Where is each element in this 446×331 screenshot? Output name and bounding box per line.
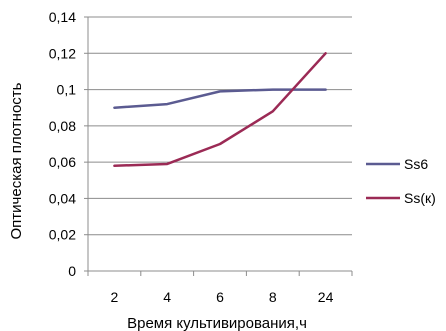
y-tick-label: 0,14 bbox=[49, 9, 76, 25]
x-tick-label: 4 bbox=[163, 289, 171, 305]
grid-lines bbox=[84, 16, 353, 276]
series-line-2 bbox=[113, 52, 327, 168]
y-tick-label: 0,08 bbox=[49, 118, 76, 134]
x-axis-label: Время культивирования,ч bbox=[127, 315, 307, 331]
y-tick-label: 0,06 bbox=[49, 154, 76, 170]
x-tick-label: 2 bbox=[111, 289, 119, 305]
y-axis-label: Оптическая плотность bbox=[8, 82, 25, 239]
series-lines bbox=[113, 52, 327, 168]
y-tick-label: 0,04 bbox=[49, 190, 76, 206]
series-line-1 bbox=[113, 88, 327, 109]
legend-label: Ss6 bbox=[404, 156, 428, 172]
y-tick-label: 0,1 bbox=[57, 82, 77, 98]
y-tick-label: 0 bbox=[68, 263, 76, 279]
legend-label: Ss(к) bbox=[404, 190, 436, 206]
x-tick-label: 24 bbox=[318, 289, 334, 305]
y-tick-label: 0,02 bbox=[49, 227, 76, 243]
x-tick-label: 6 bbox=[216, 289, 224, 305]
y-tick-label: 0,12 bbox=[49, 45, 76, 61]
legend: Ss6 Ss(к) bbox=[366, 156, 436, 206]
x-tick-label: 8 bbox=[269, 289, 277, 305]
x-axis-ticks: 2 4 6 8 24 bbox=[111, 289, 334, 305]
y-axis-ticks: 0 0,02 0,04 0,06 0,08 0,1 0,12 0,14 bbox=[49, 9, 76, 279]
